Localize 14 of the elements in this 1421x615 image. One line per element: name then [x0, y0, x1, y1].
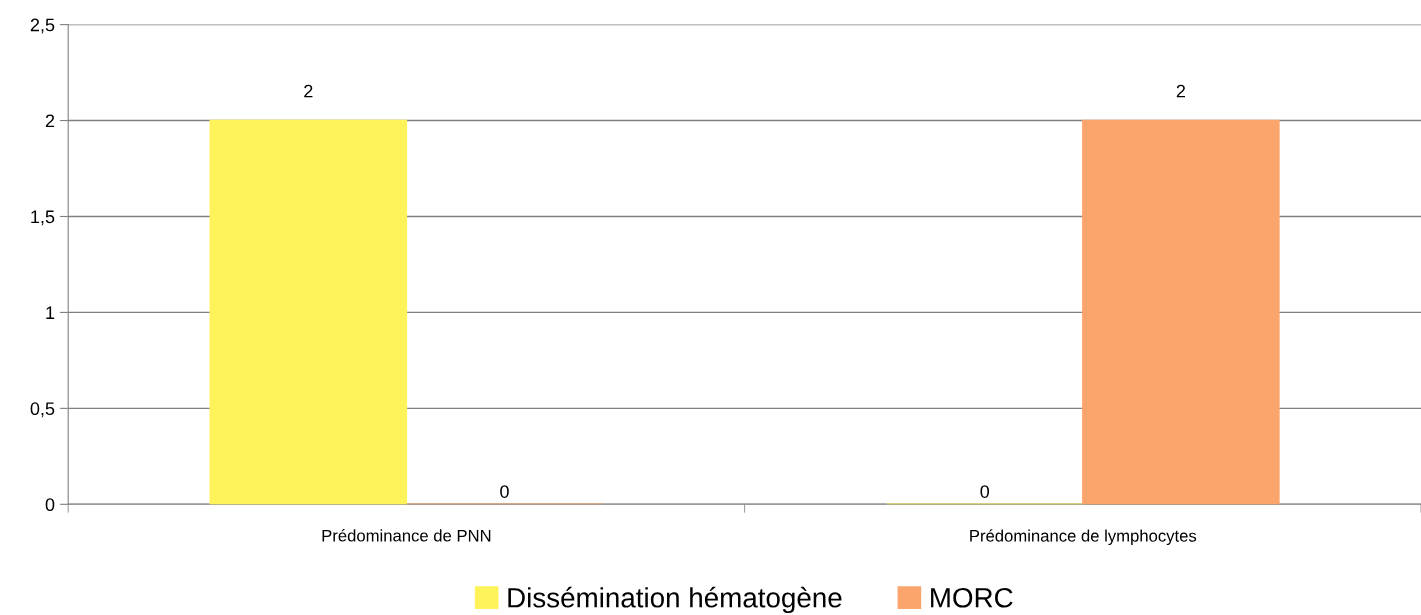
- legend-label: Dissémination hématogène: [508, 586, 842, 614]
- y-tick-label: 2,5: [30, 18, 55, 34]
- x-tick-label: Prédominance de lymphocytes: [970, 529, 1197, 546]
- y-tick-label: 2: [45, 114, 55, 128]
- x-tick-label: Prédominance de PNN: [322, 529, 491, 542]
- y-tick-label: 0,5: [30, 402, 55, 418]
- data-label: 2: [1176, 84, 1185, 98]
- data-label: 0: [500, 485, 509, 498]
- y-tick-label: 0: [45, 498, 55, 512]
- y-tick-label: 1: [46, 306, 55, 319]
- data-label: 2: [304, 84, 313, 98]
- data-label: 0: [980, 485, 990, 498]
- y-tick-label: 1,5: [31, 210, 55, 226]
- legend-label: MORC: [931, 587, 1013, 608]
